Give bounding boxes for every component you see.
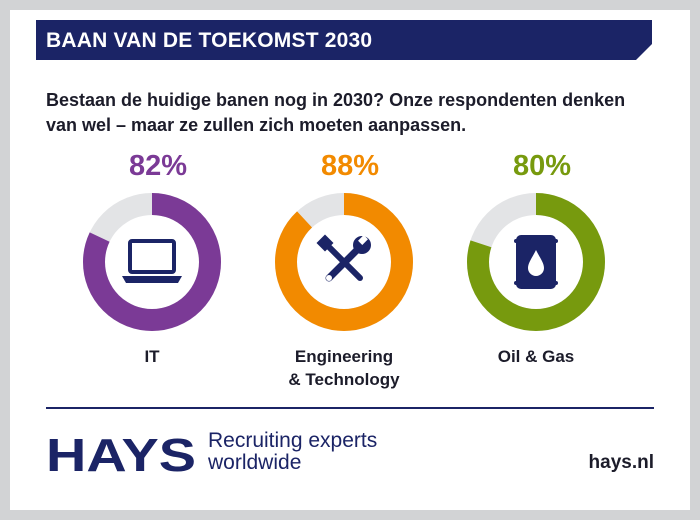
footer-divider — [46, 407, 654, 409]
banner-title: BAAN VAN DE TOEKOMST 2030 — [46, 29, 373, 52]
tagline-line-2: worldwide — [208, 451, 302, 474]
category-label-engineering-line-1: Engineering — [294, 347, 394, 366]
hays-logo: HAYS — [46, 431, 196, 477]
category-label-engineering-line-2: & Technology — [288, 370, 400, 389]
donut-chart-oil-gas — [467, 193, 605, 331]
oil-barrel-icon — [514, 235, 558, 289]
donut-chart-it — [83, 193, 221, 331]
donut-chart-engineering — [275, 193, 413, 331]
laptop-icon — [122, 239, 182, 283]
category-label-oil-gas-text: Oil & Gas — [497, 347, 575, 366]
intro-text: Bestaan de huidige banen nog in 2030? On… — [46, 88, 646, 138]
wrench-screwdriver-icon — [316, 234, 371, 282]
website-link[interactable]: hays.nl — [588, 452, 654, 473]
percent-label-oil-gas: 80% — [512, 150, 572, 182]
percent-label-it: 82% — [128, 150, 188, 182]
banner-shape — [36, 20, 652, 60]
donut-arc-engineering — [275, 193, 413, 331]
category-label-it: IT — [52, 345, 252, 368]
intro-line-2: van wel – maar ze zullen zich moeten aan… — [46, 115, 467, 135]
category-label-engineering: Engineering & Technology — [244, 345, 444, 391]
category-label-oil-gas: Oil & Gas — [436, 345, 636, 368]
title-banner: BAAN VAN DE TOEKOMST 2030 — [36, 20, 652, 60]
donut-arc-oil-gas — [467, 193, 605, 331]
category-label-it-text: IT — [144, 347, 160, 366]
percent-label-engineering: 88% — [320, 150, 380, 182]
intro-line-1: Bestaan de huidige banen nog in 2030? On… — [46, 90, 626, 110]
tagline-line-1: Recruiting experts — [208, 429, 378, 452]
donut-arc-it — [83, 193, 221, 331]
tagline: Recruiting experts worldwide — [208, 430, 428, 474]
logo-wordmark: HAYS — [46, 431, 196, 477]
